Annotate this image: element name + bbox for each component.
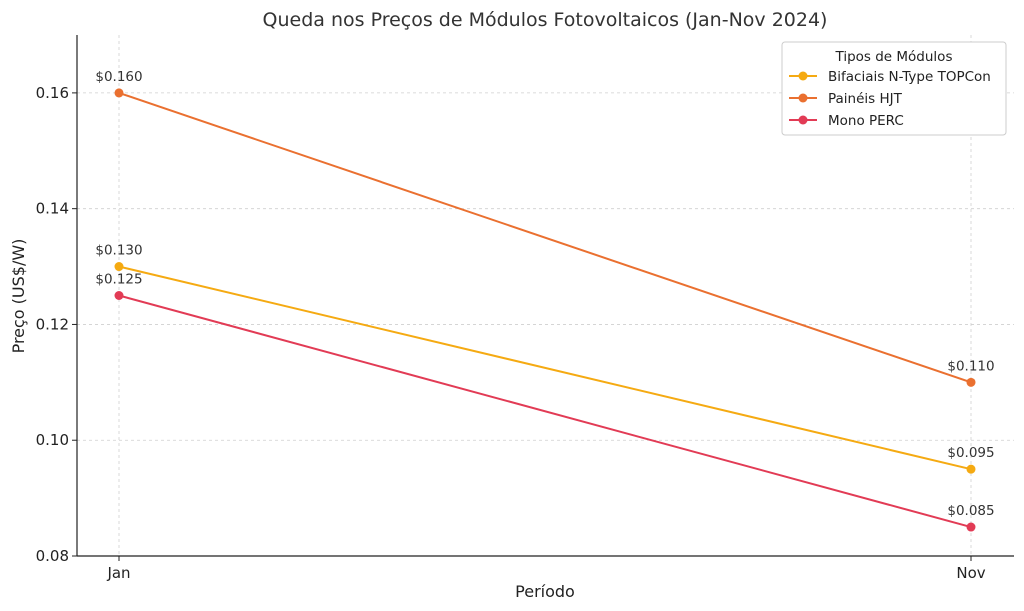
data-point bbox=[114, 88, 124, 98]
y-tick-label: 0.10 bbox=[36, 431, 69, 449]
y-ticks: 0.08 0.10 0.12 0.14 0.16 bbox=[36, 84, 77, 565]
legend-marker bbox=[798, 71, 808, 81]
x-ticks: Jan Nov bbox=[106, 556, 986, 582]
legend-title: Tipos de Módulos bbox=[835, 49, 953, 65]
legend-label: Mono PERC bbox=[828, 113, 904, 129]
axes bbox=[76, 35, 1014, 557]
x-tick-label: Nov bbox=[956, 564, 985, 582]
data-point bbox=[966, 522, 976, 532]
y-tick-label: 0.08 bbox=[36, 547, 69, 565]
legend-box bbox=[781, 41, 1007, 136]
legend-label: Bifaciais N-Type TOPCon bbox=[828, 69, 991, 85]
data-label: $0.130 bbox=[95, 243, 142, 259]
x-tick-label: Jan bbox=[106, 564, 130, 582]
series-line bbox=[118, 91, 972, 384]
data-label: $0.160 bbox=[95, 69, 142, 85]
data-point bbox=[114, 291, 124, 300]
x-axis-label: Período bbox=[515, 582, 575, 601]
legend: Tipos de Módulos Bifaciais N-Type TOPCon… bbox=[781, 41, 1007, 136]
legend-marker bbox=[798, 115, 808, 125]
legend-marker bbox=[798, 93, 808, 103]
chart-title: Queda nos Preços de Módulos Fotovoltaico… bbox=[263, 9, 828, 31]
data-label: $0.085 bbox=[947, 503, 994, 519]
y-tick-label: 0.14 bbox=[36, 200, 69, 218]
y-tick-label: 0.12 bbox=[36, 315, 69, 333]
series-line bbox=[118, 294, 972, 529]
data-point bbox=[966, 377, 976, 387]
y-tick-label: 0.16 bbox=[36, 84, 69, 102]
data-label: $0.110 bbox=[947, 358, 994, 374]
series-line bbox=[118, 265, 972, 471]
data-point bbox=[114, 262, 124, 272]
data-label: $0.095 bbox=[947, 445, 994, 461]
legend-items: Bifaciais N-Type TOPCon Painéis HJT Mono P… bbox=[789, 69, 991, 129]
y-axis-label: Preço (US$/W) bbox=[9, 239, 28, 354]
data-point bbox=[966, 464, 976, 474]
series bbox=[114, 88, 976, 532]
data-labels: $0.130 $0.095 $0.160 $0.110 $0.125 $0.085 bbox=[95, 69, 994, 519]
legend-label: Painéis HJT bbox=[828, 91, 903, 107]
data-label: $0.125 bbox=[95, 272, 142, 288]
